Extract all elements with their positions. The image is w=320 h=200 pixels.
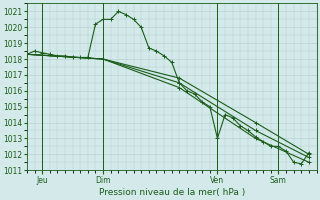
X-axis label: Pression niveau de la mer( hPa ): Pression niveau de la mer( hPa ): [99, 188, 245, 197]
